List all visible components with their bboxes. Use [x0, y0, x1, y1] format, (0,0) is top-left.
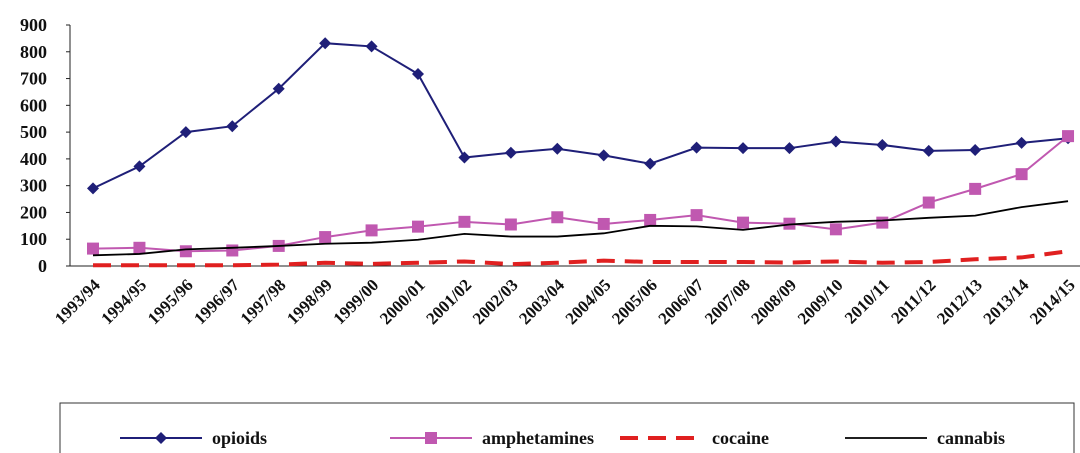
point: [412, 68, 425, 81]
y-tick-label: 600: [20, 95, 47, 115]
point: [737, 142, 750, 155]
point: [87, 182, 99, 195]
series-line: [92, 42, 1069, 190]
point: [597, 149, 610, 162]
point: [644, 213, 657, 226]
point: [319, 231, 332, 244]
legend-label: cannabis: [937, 428, 1005, 448]
point: [226, 244, 239, 257]
x-tick-label: 1995/96: [144, 275, 197, 328]
y-tick-label: 100: [20, 229, 47, 249]
x-tick-label: 1999/00: [330, 275, 383, 328]
x-tick-label: 1998/99: [283, 275, 336, 328]
x-tick-label: 2012/13: [933, 275, 986, 328]
point: [829, 135, 842, 148]
point: [133, 241, 146, 254]
point: [179, 245, 192, 258]
point: [1015, 136, 1028, 149]
x-tick-label: 2008/09: [747, 275, 800, 328]
x-tick-label: 1997/98: [237, 275, 290, 328]
x-tick-label: 2007/08: [701, 275, 754, 328]
point: [1062, 130, 1075, 143]
point: [551, 142, 564, 155]
x-tick-label: 1994/95: [97, 275, 150, 328]
point: [226, 120, 239, 133]
point: [87, 242, 99, 255]
point: [551, 211, 564, 224]
x-tick-label: 2010/11: [841, 275, 893, 327]
y-tick-label: 300: [20, 176, 47, 196]
point: [783, 142, 796, 155]
legend-box: [59, 402, 1075, 453]
x-tick-label: 2009/10: [794, 275, 847, 328]
point: [319, 37, 332, 50]
x-tick-label: 2004/05: [562, 275, 615, 328]
y-tick-label: 0: [38, 256, 47, 276]
point: [690, 141, 703, 154]
y-tick-label: 900: [20, 15, 47, 35]
y-tick-label: 800: [20, 42, 47, 62]
y-tick-label: 500: [20, 122, 47, 142]
x-tick-label: 2003/04: [515, 275, 568, 328]
point: [504, 146, 517, 159]
point: [504, 218, 517, 231]
x-tick-label: 2006/07: [655, 275, 708, 328]
point: [876, 138, 889, 151]
point: [1015, 168, 1028, 181]
x-tick-label: 1993/94: [51, 275, 104, 328]
x-tick-label: 2013/14: [980, 275, 1033, 328]
x-tick-label: 2002/03: [469, 275, 522, 328]
legend-marker: [155, 432, 167, 444]
point: [969, 144, 982, 157]
x-tick-label: 2014/15: [1026, 275, 1079, 328]
legend-label: opioids: [212, 428, 267, 448]
point: [969, 182, 982, 195]
point: [922, 196, 935, 209]
legend-label: cocaine: [712, 428, 769, 448]
y-tick-label: 200: [20, 202, 47, 222]
legend-marker: [425, 432, 437, 444]
series-line: [92, 135, 1069, 253]
point: [597, 217, 610, 230]
point: [644, 157, 657, 170]
x-tick-label: 2005/06: [608, 275, 661, 328]
point: [922, 144, 935, 157]
y-tick-label: 700: [20, 69, 47, 89]
y-tick-label: 400: [20, 149, 47, 169]
point: [876, 216, 889, 229]
point: [690, 209, 703, 222]
x-tick-label: 2011/12: [887, 275, 939, 327]
series-line: [92, 200, 1069, 257]
x-tick-label: 2000/01: [376, 275, 429, 328]
point: [737, 216, 750, 229]
point: [133, 160, 146, 173]
point: [458, 215, 471, 228]
point: [412, 220, 425, 233]
x-tick-label: 1996/97: [190, 275, 243, 328]
legend-label: amphetamines: [482, 428, 594, 448]
point: [365, 40, 378, 53]
series-line: [93, 249, 1069, 268]
point: [365, 224, 378, 237]
x-tick-label: 2001/02: [422, 275, 475, 328]
point: [829, 223, 842, 236]
point: [458, 151, 471, 164]
point: [179, 126, 192, 139]
point: [272, 82, 285, 95]
